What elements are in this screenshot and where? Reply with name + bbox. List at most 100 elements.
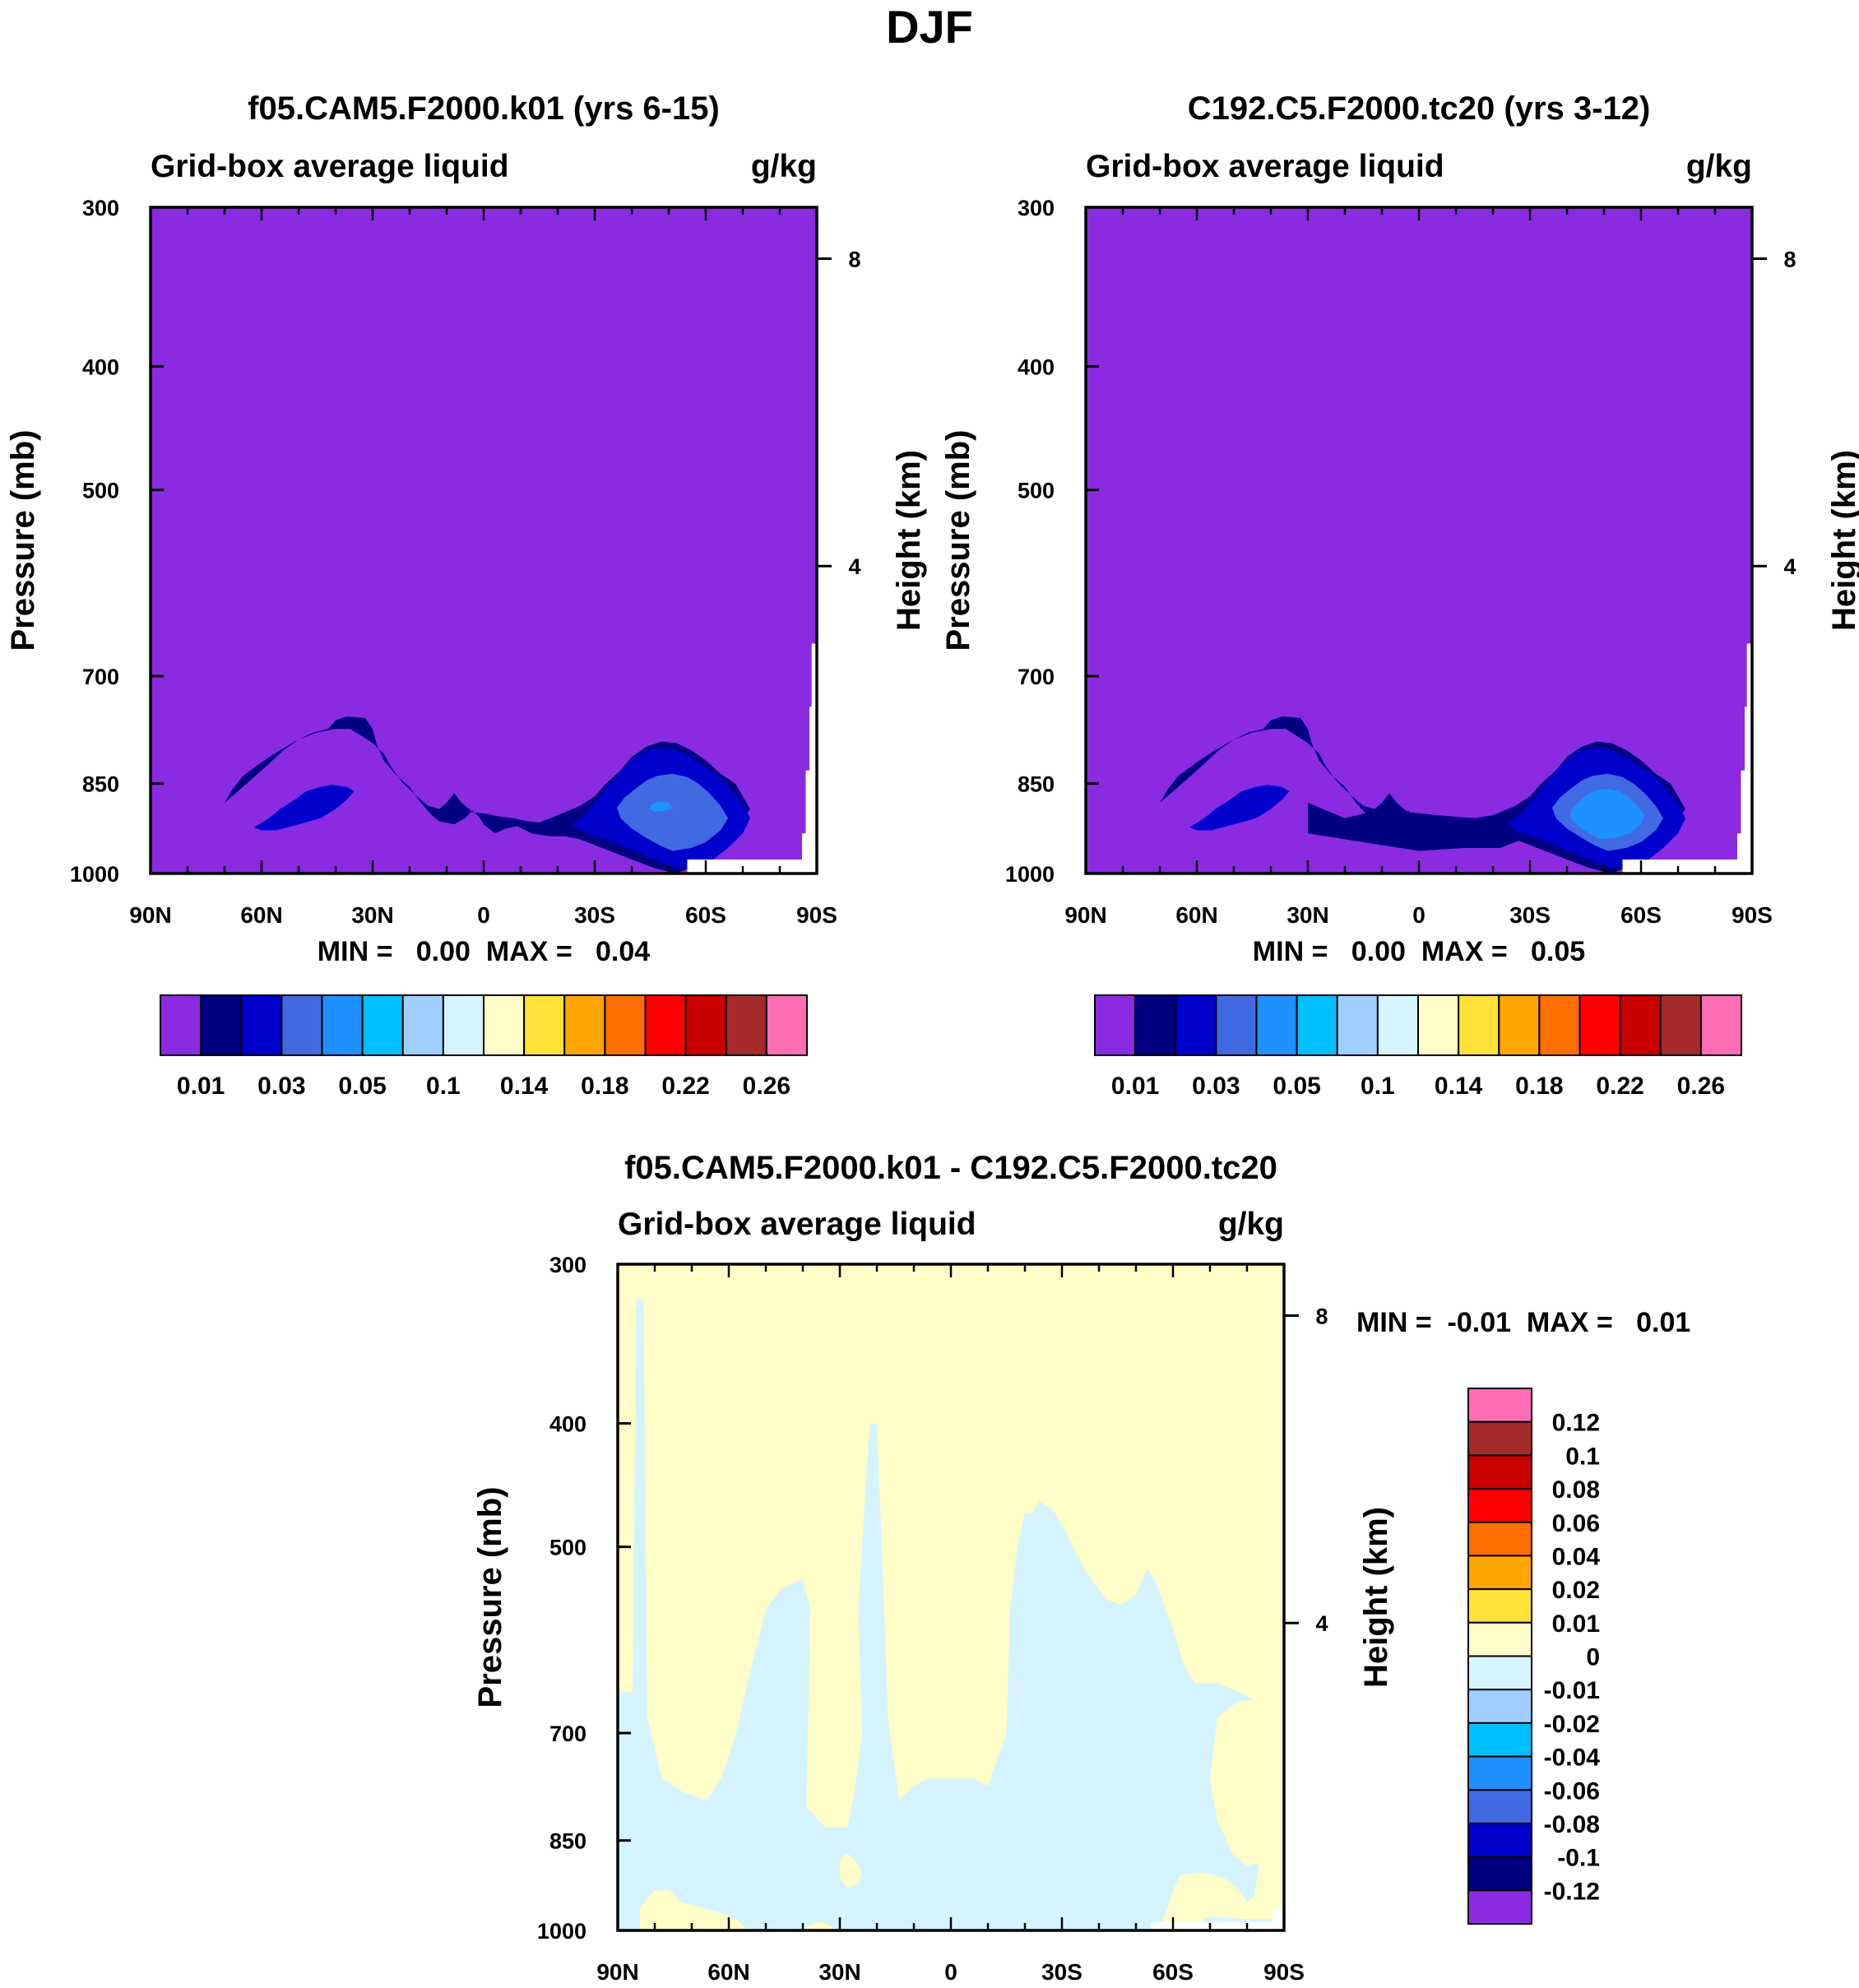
contour-positive-region: [840, 1853, 862, 1888]
colorbar-box: [1467, 1454, 1532, 1490]
x-tick-label: 90N: [1064, 902, 1106, 928]
right-axis-label: Height (km): [1358, 1507, 1394, 1688]
colorbar-label: 0.12: [1552, 1410, 1600, 1437]
x-tick-label: 60S: [685, 902, 726, 928]
colorbar-box: [240, 994, 283, 1056]
x-tick-label: 30N: [351, 902, 393, 928]
x-tick-label: 60N: [240, 902, 282, 928]
colorbar-box: [1467, 1889, 1532, 1925]
y-tick-label: 700: [1018, 665, 1055, 689]
height-tick-label: 4: [848, 554, 860, 579]
colorbar-label: 0.14: [500, 1073, 549, 1100]
y-tick-label: 400: [82, 355, 119, 380]
x-tick-label: 30S: [1509, 902, 1551, 928]
colorbar-box: [644, 994, 687, 1056]
y-tick-label: 700: [82, 665, 119, 689]
colorbar-box: [1467, 1722, 1532, 1758]
y-tick-label: 700: [549, 1722, 586, 1746]
colorbar-box: [523, 994, 566, 1056]
plot-frame: [616, 1263, 1286, 1932]
panel-3: 300 400 500 700 850 1000 8 4 90N 60N 30N 0 30S 60S 90S…: [472, 1150, 1690, 1985]
contour-nh-inner: [254, 785, 355, 831]
contour-field: [1086, 207, 1752, 874]
contour-sh-core: [650, 801, 673, 813]
right-axis-label: Height (km): [891, 450, 927, 631]
colorbar-label: 0.14: [1435, 1073, 1483, 1100]
colorbar-box: [1467, 1822, 1532, 1858]
contour-field: [151, 207, 817, 874]
colorbar-label: -0.01: [1544, 1677, 1600, 1704]
y-tick-label: 1000: [1005, 862, 1055, 887]
colorbar-box: [1467, 1755, 1532, 1791]
colorbar-box: [1376, 994, 1419, 1056]
colorbar-label: 0.1: [1361, 1073, 1395, 1100]
contour-field: [618, 1264, 1284, 1930]
colorbar-label: 0.05: [1273, 1073, 1320, 1100]
y-axis-label: Pressure (mb): [940, 430, 976, 651]
x-tick-label: 30S: [574, 902, 615, 928]
y-tick-label: 500: [82, 479, 119, 503]
colorbar-label: 0.03: [1192, 1073, 1240, 1100]
colorbar-label: 0.22: [1596, 1073, 1643, 1100]
colorbar-box: [442, 994, 484, 1056]
x-tick-label: 90N: [129, 902, 171, 928]
colorbar-box: [1094, 994, 1137, 1056]
colorbar-box: [1467, 1488, 1532, 1523]
colorbar-box: [1296, 994, 1338, 1056]
colorbar-box: [280, 994, 323, 1056]
x-tick-label: 90S: [1732, 902, 1773, 928]
colorbar-box: [321, 994, 364, 1056]
colorbar-label: -0.02: [1544, 1711, 1600, 1738]
colorbar-label: 0.26: [1677, 1073, 1725, 1100]
min-max-text: MIN = 0.00 MAX = 0.05: [1253, 936, 1585, 967]
x-tick-label: 0: [1412, 902, 1426, 928]
left-string: Grid-box average liquid: [1086, 149, 1444, 184]
x-tick-label: 60N: [1175, 902, 1217, 928]
colorbar-box: [604, 994, 647, 1056]
colorbar-label: 0.18: [581, 1073, 628, 1100]
x-tick-label: 30S: [1041, 1959, 1082, 1985]
colorbar-box: [684, 994, 727, 1056]
colorbar-box: [563, 994, 606, 1056]
left-string: Grid-box average liquid: [618, 1207, 976, 1242]
panel-title: f05.CAM5.F2000.k01 - C192.C5.F2000.tc20: [624, 1150, 1277, 1186]
colorbar-box: [160, 994, 202, 1056]
colorbar-box: [1215, 994, 1258, 1056]
colorbar-box: [1498, 994, 1541, 1056]
colorbar-label: 0: [1586, 1644, 1600, 1671]
y-tick-label: 400: [1018, 355, 1055, 380]
plot-frame: [1084, 206, 1754, 875]
contour-sh-core: [1570, 789, 1645, 840]
colorbar-label: 0.06: [1552, 1510, 1600, 1537]
colorbar-box: [1467, 1689, 1532, 1724]
y-tick-label: 300: [1018, 196, 1055, 220]
panel-title: f05.CAM5.F2000.k01 (yrs 6-15): [248, 90, 720, 127]
panel-2: 300 400 500 700 850 1000 8 4 90N 60N 30N 0 30S 60S 90S…: [940, 90, 1859, 1100]
x-tick-label: 60S: [1620, 902, 1662, 928]
colorbar-box: [1458, 994, 1500, 1056]
colorbar-label: 0.08: [1552, 1476, 1600, 1504]
contour-positive-region: [1210, 1700, 1269, 1866]
x-tick-label: 90N: [596, 1959, 638, 1985]
colorbar-box: [1255, 994, 1298, 1056]
min-max-text: MIN = -0.01 MAX = 0.01: [1356, 1307, 1690, 1338]
colorbar-box: [1538, 994, 1581, 1056]
colorbar-box: [1467, 1621, 1532, 1657]
right-axis-label: Height (km): [1826, 450, 1859, 631]
x-tick-label: 60S: [1152, 1959, 1194, 1985]
y-axis-label: Pressure (mb): [472, 1487, 508, 1708]
colorbar-box: [1175, 994, 1217, 1056]
colorbar-label: 0.1: [1565, 1443, 1600, 1470]
missing-data-mask: [1622, 643, 1752, 874]
contour-nh-inner: [1189, 785, 1290, 831]
colorbar-box: [1467, 1521, 1532, 1557]
colorbar-label: 0.18: [1515, 1073, 1563, 1100]
y-tick-label: 1000: [537, 1919, 586, 1944]
y-axis-label: Pressure (mb): [5, 430, 41, 651]
missing-data-mask: [1151, 1907, 1284, 1930]
colorbar-label: -0.08: [1544, 1811, 1600, 1838]
colorbar-label: 0.01: [1552, 1610, 1600, 1638]
left-string: Grid-box average liquid: [151, 149, 509, 184]
contour-tropical-band: [1308, 803, 1537, 851]
